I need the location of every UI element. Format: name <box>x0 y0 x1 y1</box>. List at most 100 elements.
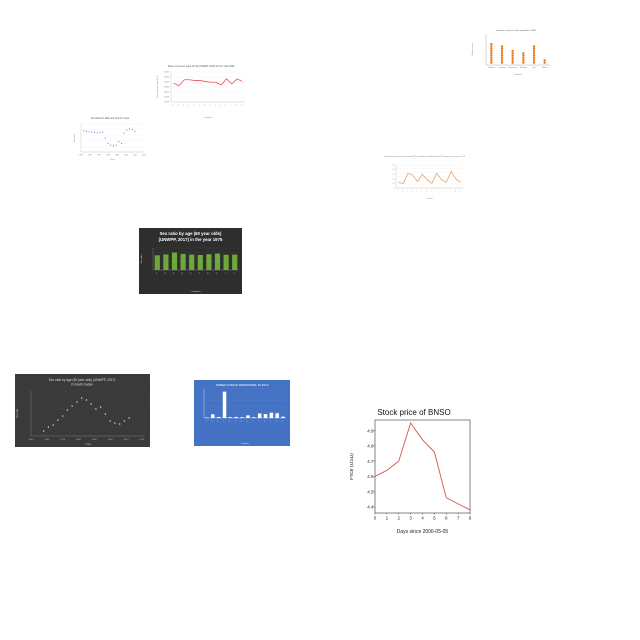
x-tick-label: 5 <box>433 516 436 521</box>
bar <box>154 255 160 270</box>
data-point <box>76 401 78 403</box>
x-tick-label: K <box>445 190 447 192</box>
x-tick-label: F <box>199 104 201 106</box>
data-point <box>52 424 54 426</box>
data-point <box>114 422 116 424</box>
chart-sex-ratio-years: Sex Ratio for Male and Girls for Years Ye… <box>72 114 148 162</box>
y-tick-label: 4.7 <box>367 459 374 464</box>
data-point <box>490 59 493 62</box>
bar <box>263 414 268 418</box>
chart-armed-force-personnel: ARMED FORCE PERSONNEL IN 2010 Countries A B… <box>194 380 290 446</box>
x-tick-label: B <box>402 190 404 192</box>
chart-sex-ratio-south-sudan: Sex ratio by age (60 year olds) (UNWPP, … <box>15 374 150 447</box>
chart-svg: Net Foreign Direct Investment (FDI) reco… <box>385 155 465 200</box>
data-point <box>522 61 525 64</box>
x-tick-label: C <box>183 104 186 107</box>
x-tick-label: G <box>240 420 243 423</box>
x-tick-label: A <box>396 190 399 193</box>
x-axis-label: Years <box>110 159 115 161</box>
x-tick-label: D <box>411 190 413 192</box>
data-point <box>543 61 546 64</box>
y-axis-label: Number of units <box>471 43 474 56</box>
bar <box>281 416 285 418</box>
y-axis-label: Sex Ratio <box>73 134 76 142</box>
y-axis-label: Sex ratio <box>16 408 19 418</box>
bar <box>216 416 221 418</box>
chart-svg: Sex Ratio for Male and Girls for Years Ye… <box>73 117 146 161</box>
data-point <box>118 141 120 143</box>
data-point <box>490 49 493 53</box>
data-point <box>91 131 93 133</box>
bar <box>189 254 195 270</box>
x-tick-label: F <box>235 420 237 422</box>
x-tick-label: H <box>216 272 219 275</box>
x-tick-label: E <box>416 190 418 192</box>
data-point <box>71 405 73 407</box>
y-tick-label: 49.00% <box>164 82 170 84</box>
data-point <box>511 52 514 55</box>
bar <box>257 413 262 418</box>
x-tick-label: E <box>229 420 231 422</box>
x-tick-label: D <box>181 272 184 275</box>
x-tick-label: 1990 <box>92 439 98 441</box>
x-tick-label: J <box>440 190 442 192</box>
x-axis-label: Countries <box>514 73 522 76</box>
chart-title-line2: in South Sudan <box>71 383 93 387</box>
y-tick-label: 4.9 <box>367 428 374 433</box>
x-tick-label: 8 <box>469 516 472 521</box>
chart-sex-ratio-1975: Sex ratio by age (60 year olds) (UNWPP, 2… <box>139 228 242 294</box>
data-point <box>522 59 525 62</box>
x-tick-label: F <box>199 272 202 275</box>
data-point <box>532 56 536 60</box>
x-tick-label: M <box>276 420 279 423</box>
chart-title-line1: Sex ratio by age (60 year olds) (UNWPP, … <box>49 378 116 382</box>
chart-stock-price-bnso: Stock price of BNSO Days since 2006-05-05… <box>350 405 478 535</box>
y-axis-label: Sex ratio <box>140 254 143 263</box>
x-tick-label: 1990 <box>115 154 119 156</box>
bar <box>180 253 186 270</box>
series-line <box>173 78 243 87</box>
x-tick-label: J <box>258 420 260 422</box>
data-point <box>93 132 96 134</box>
data-point <box>85 399 88 401</box>
x-tick-label: Hong Kong <box>509 67 517 69</box>
x-tick-label: 2010 <box>124 439 130 441</box>
data-point <box>42 430 45 432</box>
x-tick-label: A <box>155 271 159 275</box>
data-point <box>57 419 59 421</box>
data-point <box>95 408 97 410</box>
data-point <box>500 54 504 57</box>
x-tick-label: F <box>421 190 423 192</box>
bar <box>171 252 178 270</box>
data-point <box>104 413 107 415</box>
data-point <box>61 415 64 417</box>
data-point <box>522 54 525 57</box>
chart-title: Stock price of BNSO <box>377 408 450 417</box>
x-axis-label: Countries <box>191 290 201 293</box>
data-point <box>500 49 504 53</box>
x-tick-label: B <box>211 420 213 422</box>
x-tick-label: 1980 <box>76 439 82 441</box>
y-tick-label: 2.0 <box>393 169 395 171</box>
data-point <box>129 127 131 129</box>
x-tick-label: 3 <box>409 516 412 521</box>
data-point <box>85 130 87 132</box>
x-tick-label: 2 <box>397 516 400 521</box>
data-point <box>522 56 525 60</box>
x-tick-label: E <box>193 104 195 106</box>
series-line <box>398 170 461 185</box>
x-tick-label: J <box>233 272 235 274</box>
x-axis-label: Countries <box>204 116 212 119</box>
chart-net-fdi: Net Foreign Direct Investment (FDI) reco… <box>383 154 465 201</box>
bar <box>214 253 221 270</box>
x-tick-label: 1950 <box>79 154 83 156</box>
x-tick-label: 1970 <box>97 154 101 156</box>
x-axis-label: Countries <box>426 197 433 200</box>
x-tick-label: Italy <box>533 66 536 69</box>
y-axis-label: Share of women aged 15-49 <box>157 76 159 99</box>
data-point <box>107 142 109 144</box>
data-point <box>522 52 525 55</box>
chart-title: Sex Ratio for Male and Girls for Years <box>91 117 130 120</box>
chart-svg: Number of units of item exported in 2006… <box>471 29 550 76</box>
chart-svg: Stock price of BNSO Days since 2006-05-05… <box>350 408 472 535</box>
